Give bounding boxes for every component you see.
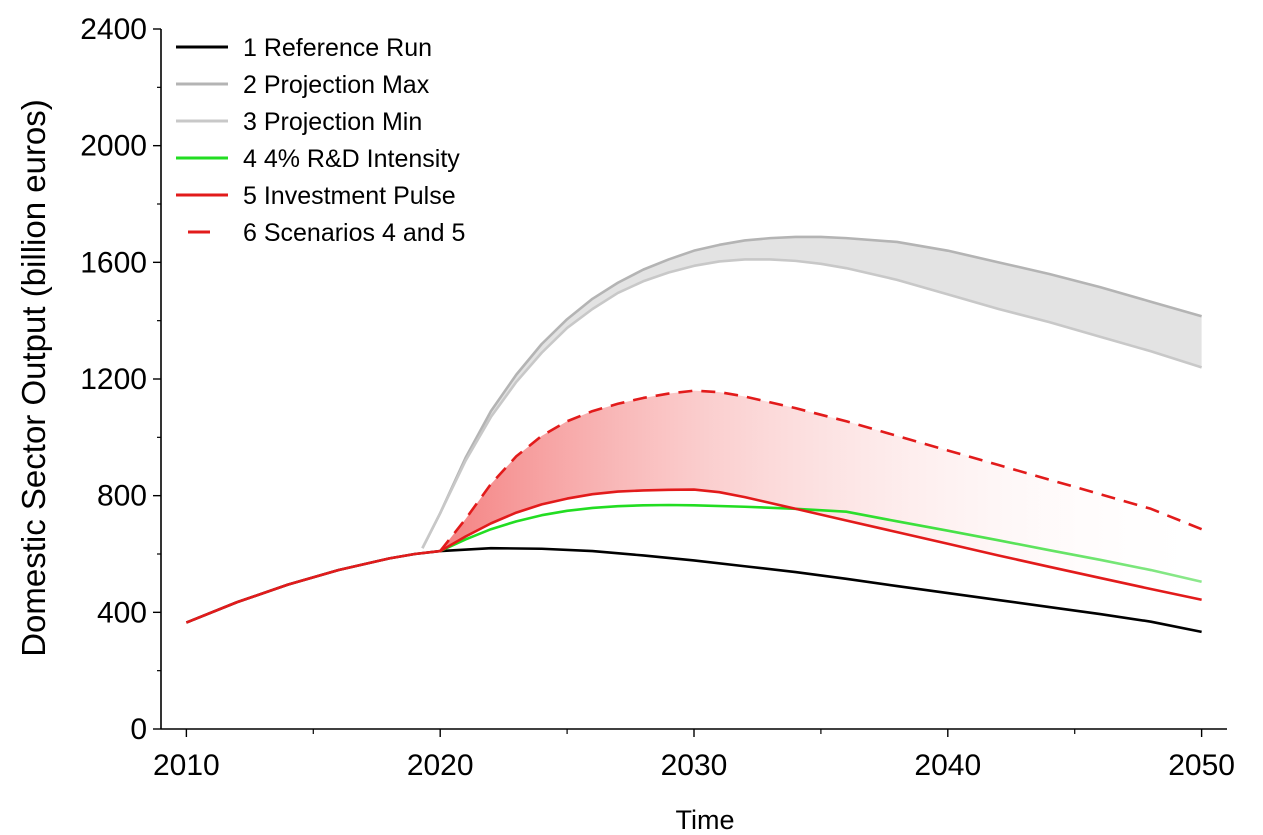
y-tick-label: 1200	[80, 363, 147, 396]
y-tick-label: 2000	[80, 130, 147, 163]
y-tick-label: 800	[97, 480, 147, 513]
series-line-rd-intensity	[439, 503, 1202, 583]
legend-label-scenarios-4-and-5: 6 Scenarios 4 and 5	[243, 219, 465, 247]
y-axis-title: Domestic Sector Output (billion euros)	[15, 99, 52, 657]
y-tick-label: 1600	[80, 246, 147, 279]
legend-label-reference-run: 1 Reference Run	[243, 34, 432, 62]
legend: 1 Reference Run 2 Projection Max 3 Project…	[176, 34, 465, 247]
legend-label-projection-min: 3 Projection Min	[243, 108, 422, 136]
x-axis-title: Time	[676, 805, 735, 835]
legend-label-projection-max: 2 Projection Max	[243, 71, 430, 99]
x-tick-label: 2040	[914, 749, 981, 782]
series-line-projection-max	[421, 235, 1202, 549]
x-tick-label: 2020	[407, 749, 474, 782]
series-lines	[185, 235, 1203, 634]
x-tick-label: 2010	[153, 749, 220, 782]
x-tick-label: 2050	[1168, 749, 1235, 782]
shaded-regions	[422, 236, 1202, 600]
y-tick-label: 400	[97, 596, 147, 629]
y-tick-label: 0	[130, 713, 147, 746]
series-line-investment-pulse	[185, 488, 1202, 624]
x-tick-label: 2030	[661, 749, 728, 782]
legend-label-rd-intensity: 4 4% R&D Intensity	[243, 145, 460, 173]
axes: 0 400 800 1200 1600 2000 2400 2010 2020 2030 2040 2…	[80, 13, 1235, 782]
legend-label-investment-pulse: 5 Investment Pulse	[243, 182, 456, 210]
series-line-scenarios-4-and-5	[439, 389, 1203, 552]
scenario-range-shading	[440, 390, 1202, 600]
y-tick-label: 2400	[80, 13, 147, 46]
series-line-projection-min	[421, 258, 1203, 549]
